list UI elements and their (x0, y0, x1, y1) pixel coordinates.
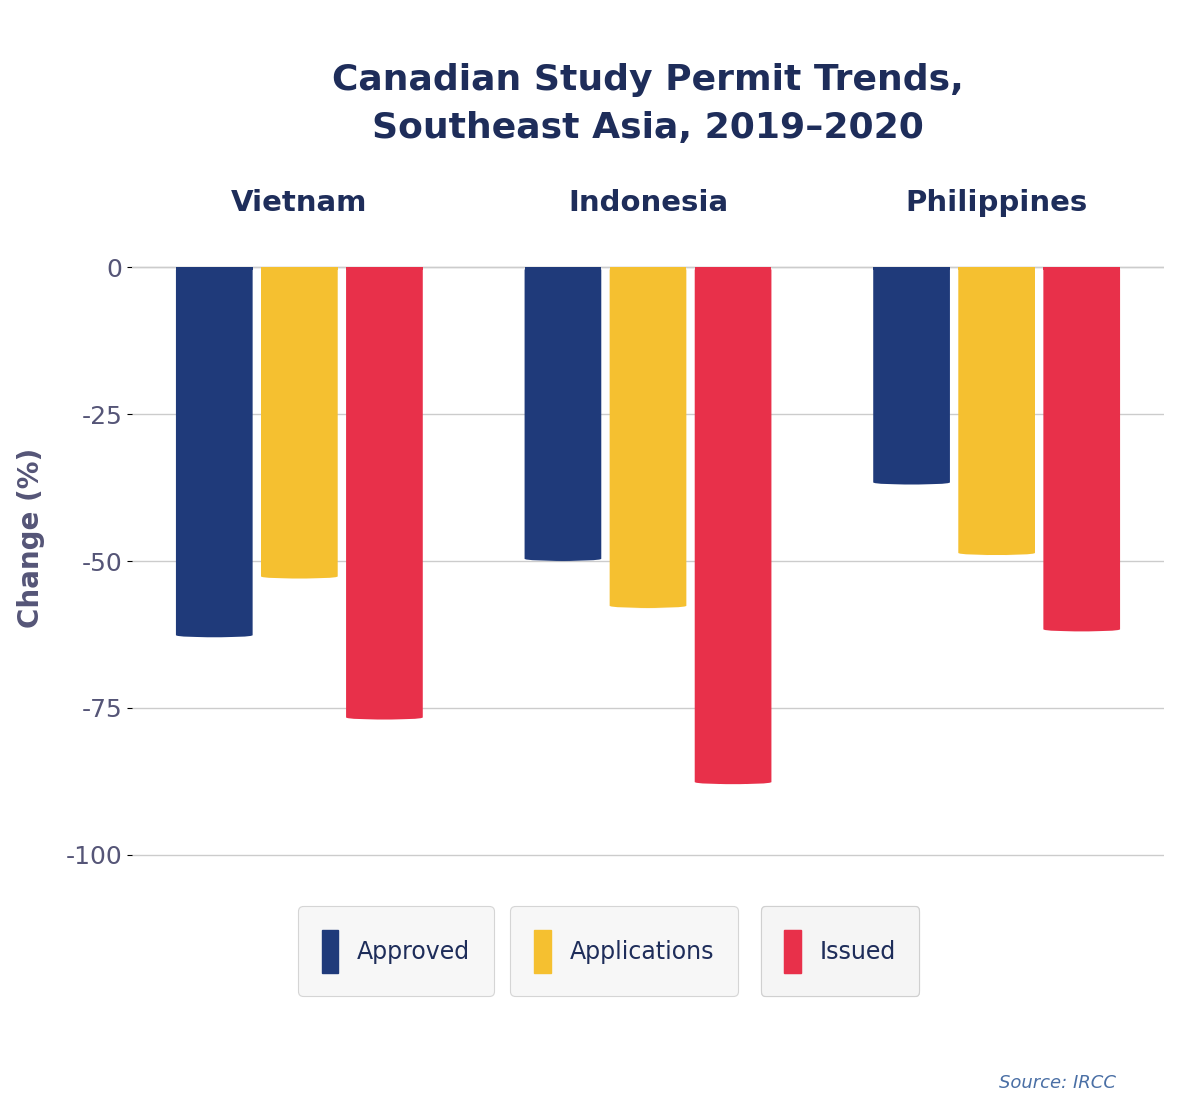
FancyBboxPatch shape (610, 268, 686, 608)
FancyBboxPatch shape (176, 268, 253, 637)
Bar (610, 268, 686, 270)
Bar (524, 268, 601, 270)
Y-axis label: Change (%): Change (%) (17, 448, 44, 627)
Legend: Issued: Issued (761, 906, 919, 996)
Text: Vietnam: Vietnam (232, 188, 367, 216)
FancyBboxPatch shape (695, 268, 772, 784)
FancyBboxPatch shape (1043, 268, 1120, 632)
Bar (346, 268, 422, 270)
FancyBboxPatch shape (346, 268, 422, 720)
Bar (176, 268, 253, 270)
Bar (695, 268, 772, 270)
Bar (874, 268, 950, 270)
FancyBboxPatch shape (262, 268, 337, 579)
Bar (959, 268, 1034, 270)
Bar (262, 268, 337, 270)
FancyBboxPatch shape (874, 268, 950, 485)
Bar (1043, 268, 1120, 270)
FancyBboxPatch shape (524, 268, 601, 561)
Text: Philippines: Philippines (906, 188, 1087, 216)
Title: Canadian Study Permit Trends,
Southeast Asia, 2019–2020: Canadian Study Permit Trends, Southeast … (332, 63, 964, 144)
Text: Source: IRCC: Source: IRCC (998, 1074, 1116, 1092)
FancyBboxPatch shape (959, 268, 1034, 556)
Text: Indonesia: Indonesia (568, 188, 728, 216)
